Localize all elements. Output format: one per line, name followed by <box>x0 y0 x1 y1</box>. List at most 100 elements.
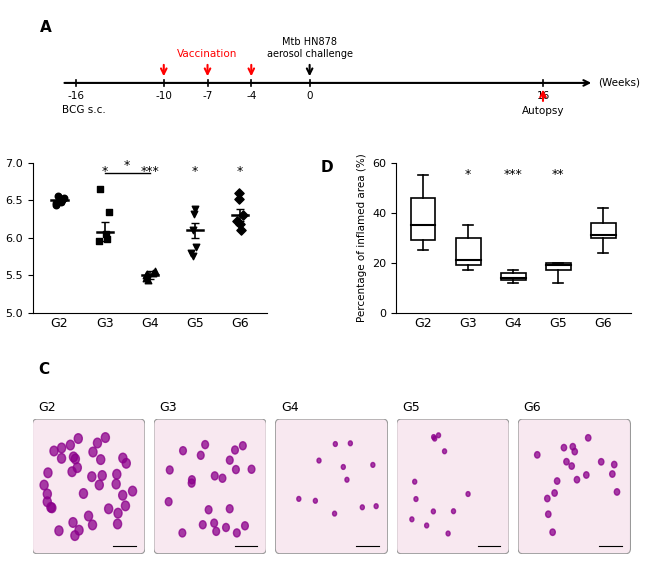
Text: ***: *** <box>504 168 523 181</box>
Circle shape <box>70 452 77 462</box>
Circle shape <box>44 489 51 499</box>
Circle shape <box>297 497 301 501</box>
Circle shape <box>122 501 129 511</box>
Circle shape <box>313 498 317 503</box>
Text: A: A <box>40 20 51 36</box>
Circle shape <box>432 434 436 440</box>
Circle shape <box>50 446 58 456</box>
Text: *: * <box>237 165 243 178</box>
Text: G5: G5 <box>402 401 420 414</box>
Circle shape <box>72 454 79 464</box>
Circle shape <box>348 441 352 446</box>
Circle shape <box>564 458 569 465</box>
Point <box>150 267 160 276</box>
Point <box>235 220 245 229</box>
Point <box>59 194 70 203</box>
Circle shape <box>410 517 414 521</box>
Point <box>231 217 242 226</box>
Circle shape <box>166 466 173 474</box>
Circle shape <box>586 434 591 441</box>
Circle shape <box>610 471 615 477</box>
Circle shape <box>433 436 437 441</box>
Point <box>101 234 112 244</box>
FancyBboxPatch shape <box>518 419 630 554</box>
Text: G6: G6 <box>524 401 541 414</box>
Circle shape <box>374 504 378 508</box>
Circle shape <box>66 440 74 450</box>
Circle shape <box>432 509 436 514</box>
Circle shape <box>84 511 92 521</box>
Y-axis label: Percentage of inflamed area (%): Percentage of inflamed area (%) <box>357 153 367 322</box>
Circle shape <box>333 511 337 516</box>
Circle shape <box>71 531 79 541</box>
Bar <box>456 238 480 265</box>
Circle shape <box>612 462 617 468</box>
Circle shape <box>73 463 81 472</box>
Text: Vaccination: Vaccination <box>177 49 238 59</box>
Text: Mtb HN878
aerosol challenge: Mtb HN878 aerosol challenge <box>266 37 352 59</box>
Circle shape <box>242 521 248 530</box>
Text: *: * <box>124 159 131 172</box>
Point <box>187 226 198 235</box>
Bar <box>501 273 526 280</box>
Point <box>186 248 196 257</box>
Circle shape <box>239 442 246 450</box>
Point <box>141 273 151 282</box>
Circle shape <box>424 523 429 528</box>
Circle shape <box>534 451 540 458</box>
Circle shape <box>413 479 417 484</box>
Circle shape <box>584 472 589 478</box>
Circle shape <box>552 490 557 496</box>
Circle shape <box>213 527 220 536</box>
Text: Autopsy: Autopsy <box>522 106 564 116</box>
Circle shape <box>219 474 226 483</box>
Text: G2: G2 <box>38 401 56 414</box>
Circle shape <box>55 526 63 536</box>
Circle shape <box>94 438 101 448</box>
Point <box>141 271 151 280</box>
Text: BCG s.c.: BCG s.c. <box>62 106 105 115</box>
Point <box>187 252 198 261</box>
Circle shape <box>200 521 206 529</box>
Circle shape <box>360 505 365 510</box>
Circle shape <box>165 498 172 506</box>
Circle shape <box>179 529 186 537</box>
Text: *: * <box>192 165 198 178</box>
Point <box>57 196 67 205</box>
Point <box>103 207 114 216</box>
Circle shape <box>44 468 52 477</box>
Circle shape <box>446 531 450 536</box>
Text: *: * <box>101 165 108 178</box>
Circle shape <box>570 444 575 450</box>
Circle shape <box>179 447 187 455</box>
Circle shape <box>545 511 551 518</box>
Circle shape <box>89 447 97 457</box>
Circle shape <box>112 479 120 489</box>
Circle shape <box>341 464 345 470</box>
Circle shape <box>69 518 77 527</box>
Text: ***: *** <box>140 165 159 178</box>
Point <box>233 188 244 197</box>
Circle shape <box>599 459 604 465</box>
Circle shape <box>226 456 233 464</box>
Circle shape <box>97 455 105 464</box>
Bar <box>546 263 571 270</box>
Point <box>148 268 159 277</box>
Circle shape <box>561 445 567 451</box>
Circle shape <box>233 529 240 537</box>
Circle shape <box>452 509 456 514</box>
FancyBboxPatch shape <box>32 419 145 554</box>
Circle shape <box>101 433 109 442</box>
Circle shape <box>205 506 212 514</box>
Point <box>238 211 248 220</box>
Circle shape <box>443 449 447 454</box>
Circle shape <box>211 472 218 480</box>
Circle shape <box>198 451 204 459</box>
Circle shape <box>614 489 619 495</box>
Point <box>190 205 200 214</box>
Text: C: C <box>38 362 49 377</box>
Circle shape <box>119 490 127 500</box>
Circle shape <box>129 486 136 496</box>
Circle shape <box>188 479 195 487</box>
Text: -7: -7 <box>202 91 213 101</box>
